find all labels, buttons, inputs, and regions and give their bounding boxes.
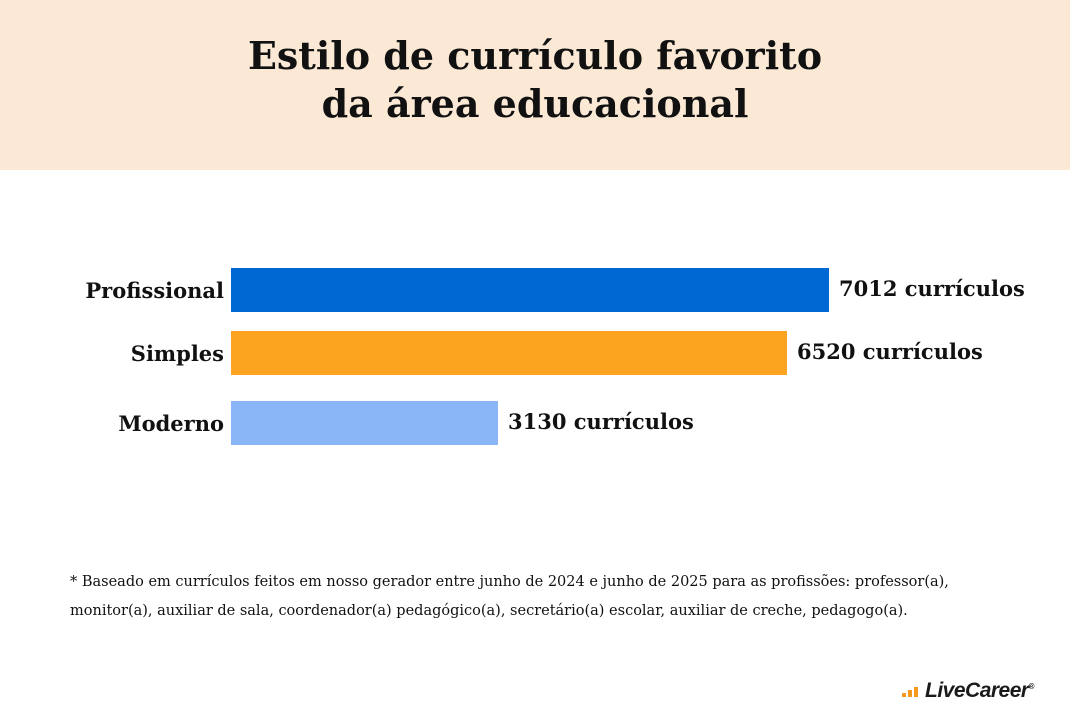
- logo-bars-icon: [902, 687, 919, 697]
- category-label-moderno: Moderno: [118, 411, 224, 436]
- bar-profissional: [231, 268, 829, 312]
- footnote-line-2: monitor(a), auxiliar de sala, coordenado…: [70, 603, 908, 619]
- footnote-line-1: * Baseado em currículos feitos em nosso …: [70, 574, 949, 590]
- value-label-simples: 6520 currículos: [797, 339, 983, 364]
- logo-wordmark: LiveCareer®: [925, 679, 1035, 703]
- header-banner: [0, 0, 1070, 170]
- bar-moderno: [231, 401, 498, 445]
- category-label-simples: Simples: [131, 341, 224, 366]
- value-label-moderno: 3130 currículos: [508, 409, 694, 434]
- chart-title: Estilo de currículo favorito da área edu…: [0, 32, 1070, 128]
- footnote: * Baseado em currículos feitos em nosso …: [70, 568, 1030, 626]
- chart-title-line-1: Estilo de currículo favorito: [247, 33, 823, 78]
- category-label-profissional: Profissional: [85, 278, 224, 303]
- chart-title-line-2: da área educacional: [321, 81, 749, 126]
- logo-text: LiveCareer: [925, 679, 1029, 702]
- value-label-profissional: 7012 currículos: [839, 276, 1025, 301]
- logo-trademark: ®: [1028, 682, 1035, 691]
- livecareer-logo: LiveCareer®: [902, 678, 1035, 704]
- bar-simples: [231, 331, 787, 375]
